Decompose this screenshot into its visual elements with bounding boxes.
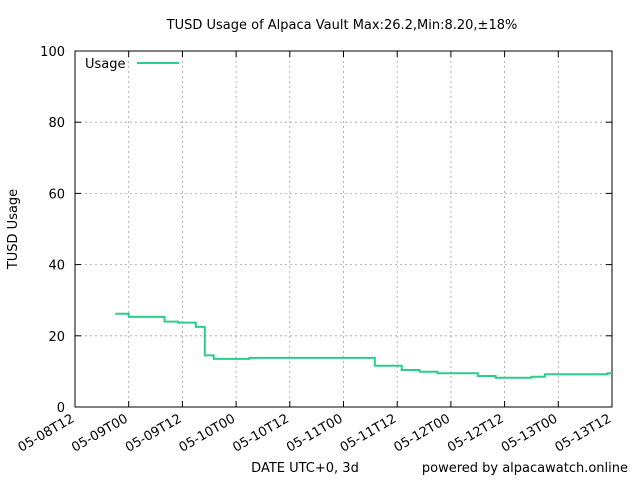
chart-title: TUSD Usage of Alpaca Vault Max:26.2,Min:…	[166, 18, 518, 33]
grid-layer	[75, 51, 612, 407]
x-tick-label: 05-09T12	[123, 411, 184, 455]
plot-frame	[74, 50, 613, 408]
y-tick-label: 20	[48, 330, 65, 345]
x-axis-label: DATE UTC+0, 3d	[251, 461, 359, 476]
y-tick-label: 100	[40, 45, 65, 60]
x-tick-label: 05-12T00	[391, 411, 452, 455]
x-tick-label: 05-13T00	[499, 411, 560, 455]
x-tick-label: 05-10T00	[177, 411, 238, 455]
y-tick-label: 0	[57, 401, 65, 416]
series-layer	[115, 312, 612, 379]
series-line-usage	[115, 312, 612, 379]
credit-text: powered by alpacawatch.online	[422, 461, 628, 476]
x-tick-label: 05-12T12	[445, 411, 506, 455]
x-tick-label: 05-10T12	[230, 411, 291, 455]
legend: Usage	[85, 57, 179, 72]
y-tick-label: 60	[48, 187, 65, 202]
y-axis-label: TUSD Usage	[6, 189, 21, 270]
x-tick-label: 05-08T12	[16, 411, 77, 455]
y-tick-label: 80	[48, 116, 65, 131]
x-tick-label: 05-13T12	[553, 411, 614, 455]
legend-label-usage: Usage	[85, 57, 126, 72]
x-tick-label: 05-09T00	[69, 411, 130, 455]
y-tick-label: 40	[48, 259, 65, 274]
x-tick-label: 05-11T00	[284, 411, 345, 455]
x-tick-label: 05-11T12	[338, 411, 399, 455]
tick-layer: 02040608010005-08T1205-09T0005-09T1205-1…	[16, 45, 614, 456]
